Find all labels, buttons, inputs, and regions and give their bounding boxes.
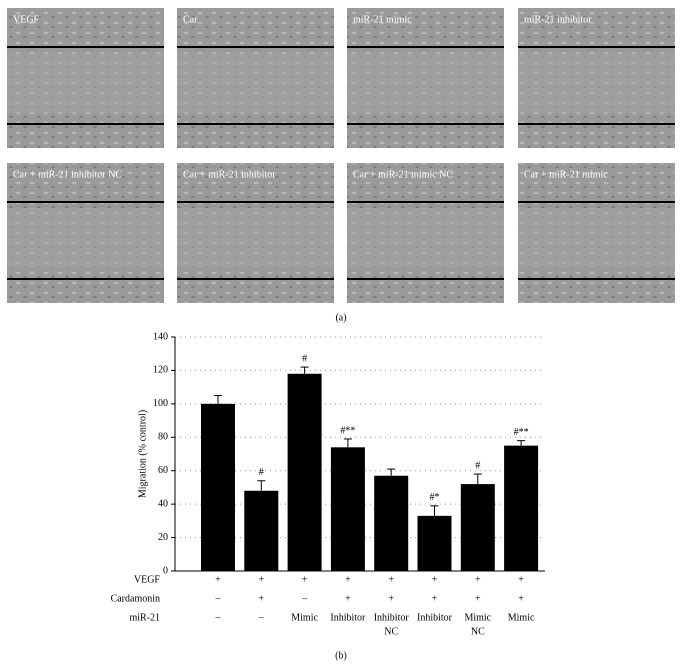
condition-cell: Inhibitor (374, 612, 410, 623)
condition-cell: + (388, 593, 394, 604)
condition-cell: – (215, 593, 222, 604)
condition-cell: + (432, 593, 438, 604)
condition-cell: Mimic (464, 612, 491, 623)
condition-cell: + (345, 593, 351, 604)
condition-cell: – (215, 612, 222, 623)
condition-name: Cardamonin (111, 593, 160, 604)
condition-cell: + (475, 574, 481, 585)
condition-cell: + (258, 574, 264, 585)
panel-label: (a) (335, 312, 346, 323)
significance-mark: # (259, 467, 264, 478)
significance-mark: #* (430, 492, 440, 503)
condition-cell: Inhibitor (330, 612, 366, 623)
micrograph-center (518, 53, 675, 113)
bar (504, 445, 539, 571)
image-label: Car (183, 14, 198, 25)
y-tick-label: 80 (158, 432, 168, 443)
condition-cell: + (518, 593, 524, 604)
condition-cell: + (475, 593, 481, 604)
bar (244, 490, 279, 571)
significance-mark: #** (340, 425, 355, 436)
bar (287, 373, 322, 571)
y-tick-label: 40 (158, 498, 168, 509)
condition-cell: NC (384, 626, 398, 637)
condition-name: miR-21 (129, 612, 160, 623)
y-tick-label: 100 (153, 398, 168, 409)
condition-cell: Mimic (291, 612, 318, 623)
image-label: miR-21 inhibitor (524, 14, 592, 25)
y-tick-label: 120 (153, 365, 168, 376)
condition-cell: – (301, 593, 308, 604)
micrograph-center (518, 208, 675, 268)
micrograph-center (177, 53, 334, 113)
bar (417, 515, 452, 571)
condition-cell: + (345, 574, 351, 585)
condition-cell: Inhibitor (417, 612, 453, 623)
significance-mark: # (475, 460, 480, 471)
condition-cell: + (215, 574, 221, 585)
condition-cell: + (388, 574, 394, 585)
image-label: Car + miR-21 inhibitor (183, 169, 276, 180)
image-label: VEGF (13, 14, 40, 25)
bar (201, 403, 235, 571)
condition-cell: Mimic (508, 612, 535, 623)
y-tick-label: 60 (158, 465, 168, 476)
y-tick-label: 0 (163, 565, 168, 576)
micrograph-center (347, 53, 504, 113)
image-label: miR-21 mimic (353, 14, 412, 25)
condition-cell: + (302, 574, 308, 585)
y-tick-label: 20 (158, 532, 168, 543)
y-tick-label: 140 (153, 331, 168, 342)
significance-mark: # (302, 353, 307, 364)
micrograph-center (7, 208, 164, 268)
micrograph-center (7, 53, 164, 113)
bar (460, 484, 495, 571)
bar (374, 475, 409, 571)
bar (330, 447, 365, 571)
condition-cell: + (258, 593, 264, 604)
image-label: Car + miR-21 mimic NC (353, 169, 453, 180)
condition-cell: + (432, 574, 438, 585)
micrograph-center (347, 208, 504, 268)
significance-mark: #** (514, 427, 529, 438)
panel-label: (b) (335, 650, 347, 661)
condition-cell: + (518, 574, 524, 585)
condition-cell: – (258, 612, 265, 623)
image-label: Car + miR-21 inhibitor NC (13, 169, 122, 180)
condition-name: VEGF (134, 574, 161, 585)
image-label: Car + miR-21 mimic (524, 169, 608, 180)
micrograph-center (177, 208, 334, 268)
y-axis-label: Migration (% control) (137, 410, 148, 498)
condition-cell: NC (471, 626, 485, 637)
